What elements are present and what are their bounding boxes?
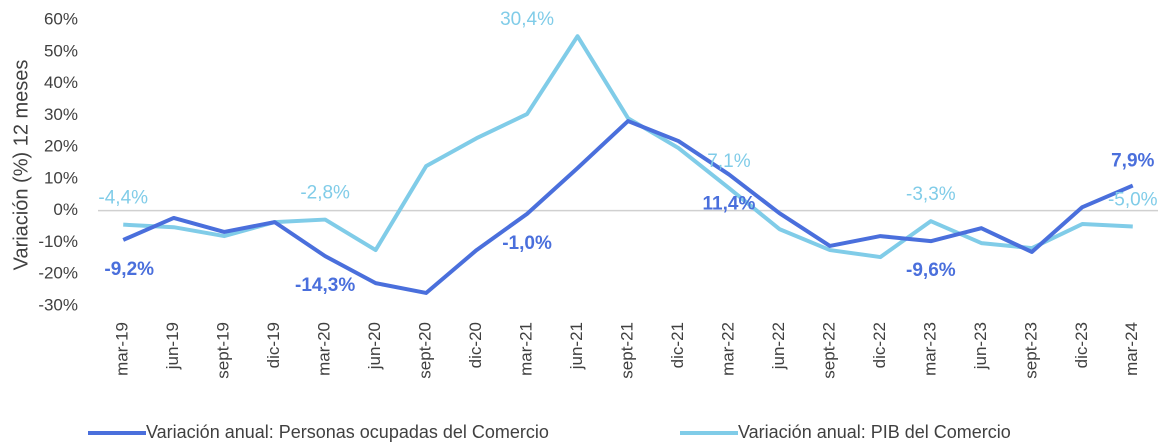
data-label: -2,8% bbox=[300, 183, 350, 204]
data-label: -3,3% bbox=[906, 184, 956, 205]
data-label: -9,2% bbox=[104, 259, 154, 280]
y-tick-label: -10% bbox=[38, 232, 78, 251]
data-label: -5,0% bbox=[1108, 190, 1158, 211]
data-label: 7,9% bbox=[1111, 151, 1154, 172]
y-tick-label: 40% bbox=[44, 73, 78, 92]
x-tick-label: sept-20 bbox=[416, 322, 435, 379]
x-tick-label: mar-20 bbox=[315, 322, 334, 376]
legend-label: Variación anual: Personas ocupadas del C… bbox=[146, 422, 549, 442]
y-axis-title: Variación (%) 12 meses bbox=[10, 60, 32, 271]
data-label: -1,0% bbox=[502, 233, 552, 254]
x-tick-label: sept-22 bbox=[819, 322, 838, 379]
series-line bbox=[122, 119, 1134, 295]
x-tick-label: dic-23 bbox=[1072, 322, 1091, 368]
x-tick-label: dic-21 bbox=[668, 322, 687, 368]
y-tick-label: 60% bbox=[44, 9, 78, 28]
y-tick-label: 30% bbox=[44, 105, 78, 124]
x-tick-label: jun-19 bbox=[163, 322, 182, 370]
x-tick-label: mar-23 bbox=[920, 322, 939, 376]
x-tick-label: sept-19 bbox=[214, 322, 233, 379]
x-tick-label: jun-23 bbox=[971, 322, 990, 370]
y-tick-label: 50% bbox=[44, 41, 78, 60]
x-tick-label: jun-20 bbox=[365, 322, 384, 370]
x-tick-label: mar-24 bbox=[1122, 322, 1141, 376]
y-tick-label: -20% bbox=[38, 264, 78, 283]
x-tick-label: mar-21 bbox=[517, 322, 536, 376]
data-label: -9,6% bbox=[906, 260, 956, 281]
series-line bbox=[123, 34, 1133, 260]
legend-label: Variación anual: PIB del Comercio bbox=[738, 422, 1011, 442]
x-tick-label: jun-21 bbox=[567, 322, 586, 370]
x-tick-label: dic-22 bbox=[870, 322, 889, 368]
y-tick-label: 20% bbox=[44, 137, 78, 156]
x-tick-label: dic-19 bbox=[264, 322, 283, 368]
x-tick-label: mar-22 bbox=[718, 322, 737, 376]
data-label: 11,4% bbox=[703, 193, 756, 214]
x-tick-label: sept-21 bbox=[617, 322, 636, 379]
y-tick-label: 10% bbox=[44, 168, 78, 187]
x-tick-label: sept-23 bbox=[1021, 322, 1040, 379]
x-tick-label: jun-22 bbox=[769, 322, 788, 370]
data-label: 30,4% bbox=[500, 9, 554, 30]
x-tick-label: dic-20 bbox=[466, 322, 485, 368]
y-tick-label: -30% bbox=[38, 295, 78, 314]
y-tick-label: 0% bbox=[53, 200, 78, 219]
data-label: 7,1% bbox=[707, 151, 750, 172]
x-tick-label: mar-19 bbox=[113, 322, 132, 376]
data-label: -4,4% bbox=[98, 188, 148, 209]
data-label: -14,3% bbox=[295, 275, 355, 296]
